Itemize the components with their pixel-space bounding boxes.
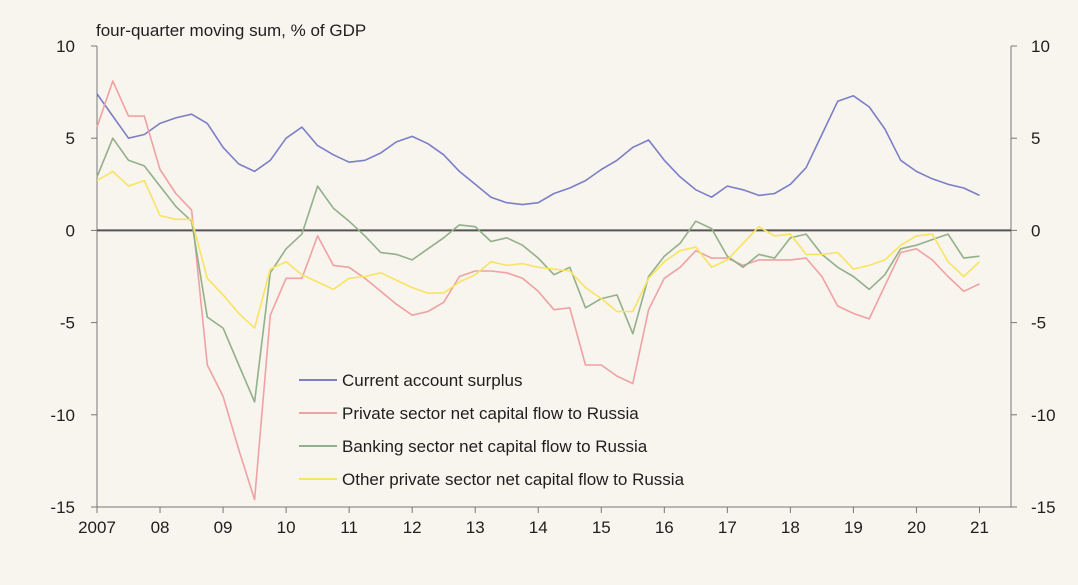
y-tick-label-right: -15 (1031, 498, 1056, 517)
x-tick-label: 15 (592, 518, 611, 537)
legend-label-2: Private sector net capital flow to Russi… (342, 404, 639, 423)
series-line-1 (96, 93, 980, 206)
x-tick-label: 14 (529, 518, 548, 537)
y-tick-label-right: 10 (1031, 37, 1050, 56)
x-tick-label: 10 (277, 518, 296, 537)
y-tick-label-right: -5 (1031, 314, 1046, 333)
x-tick-label: 20 (907, 518, 926, 537)
x-tick-label: 2007 (78, 518, 116, 537)
x-tick-label: 13 (466, 518, 485, 537)
y-tick-label-left: -10 (50, 406, 75, 425)
legend-label-4: Other private sector net capital flow to… (342, 470, 685, 489)
x-tick-label: 19 (844, 518, 863, 537)
y-tick-label-left: -5 (60, 314, 75, 333)
y-tick-label-left: -15 (50, 498, 75, 517)
y-tick-label-left: 0 (66, 221, 75, 240)
x-tick-label: 11 (340, 518, 358, 537)
y-tick-label-right: 0 (1031, 221, 1040, 240)
series-lines (96, 80, 981, 501)
x-tick-label: 18 (781, 518, 800, 537)
unit-label: four-quarter moving sum, % of GDP (96, 21, 366, 40)
legend-label-1: Current account surplus (342, 371, 522, 390)
x-tick-label: 12 (403, 518, 422, 537)
series-line-2 (96, 80, 980, 501)
legend: Current account surplus Private sector ne… (299, 371, 685, 489)
y-tick-label-right: -10 (1031, 406, 1056, 425)
x-tick-label: 08 (151, 518, 170, 537)
y-tick-label-left: 10 (56, 37, 75, 56)
x-tick-label: 17 (718, 518, 737, 537)
x-tick-label: 09 (214, 518, 233, 537)
y-tick-label-right: 5 (1031, 129, 1040, 148)
series-line-4 (96, 170, 981, 329)
y-tick-label-left: 5 (66, 129, 75, 148)
x-tick-label: 16 (655, 518, 674, 537)
series-line-3 (96, 137, 980, 403)
x-tick-label: 21 (970, 518, 989, 537)
legend-label-3: Banking sector net capital flow to Russi… (342, 437, 648, 456)
